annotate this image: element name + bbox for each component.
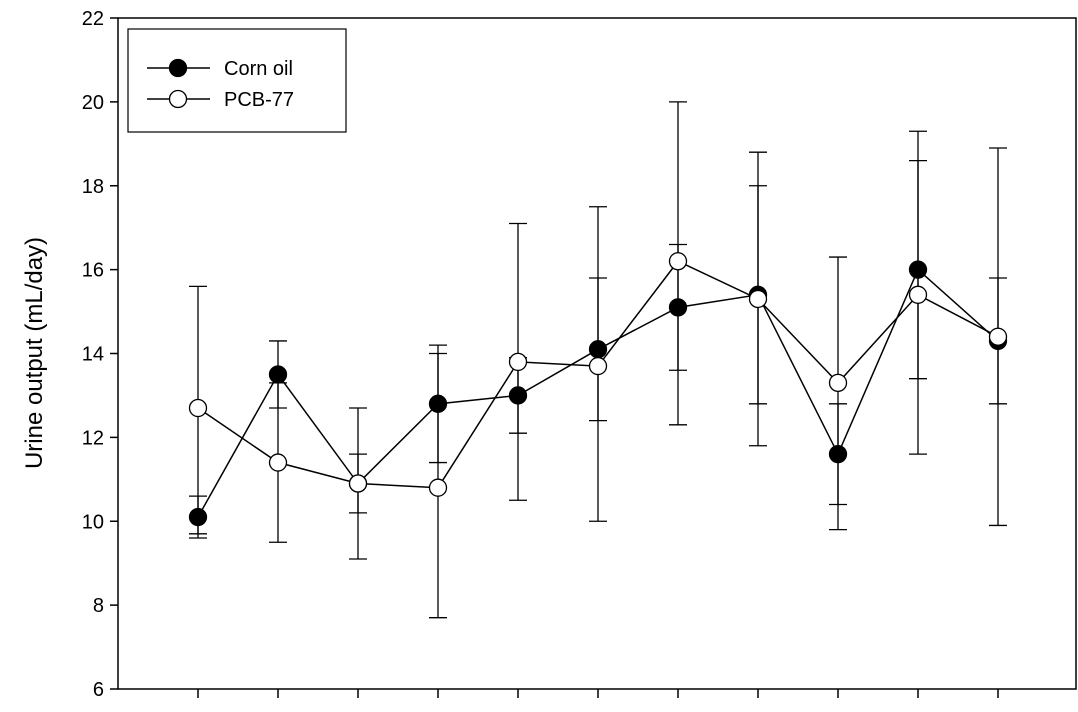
y-tick-label: 12 xyxy=(82,427,104,449)
data-point xyxy=(428,394,448,413)
data-point xyxy=(428,478,448,497)
data-point xyxy=(588,340,608,359)
legend-label: Corn oil xyxy=(224,58,293,80)
data-point xyxy=(908,260,928,279)
series-layer xyxy=(188,101,1008,619)
legend-marker xyxy=(168,58,188,78)
legend-box xyxy=(127,28,347,133)
y-tick-label: 6 xyxy=(93,679,104,701)
data-point xyxy=(508,386,528,405)
y-tick-label: 14 xyxy=(82,344,104,366)
y-tick-label: 18 xyxy=(82,176,104,198)
y-axis-title: Urine output (mL/day) xyxy=(21,237,48,469)
data-point xyxy=(588,356,608,376)
data-point xyxy=(988,327,1008,346)
data-point xyxy=(668,298,688,317)
data-point xyxy=(668,252,688,271)
data-point xyxy=(908,285,928,304)
y-tick-label: 8 xyxy=(93,595,104,617)
y-tick-label: 20 xyxy=(82,92,104,114)
data-point xyxy=(268,365,288,384)
data-point xyxy=(828,444,848,464)
data-point xyxy=(508,352,528,372)
data-point xyxy=(188,507,208,527)
data-point xyxy=(748,289,768,309)
x-axis xyxy=(197,689,999,698)
legend: Corn oil PCB-77 xyxy=(127,28,347,133)
data-point xyxy=(268,453,288,472)
y-tick-label: 10 xyxy=(82,511,104,533)
legend-label: PCB-77 xyxy=(224,89,294,111)
y-axis: 6 8 10 12 14 16 18 20 22 xyxy=(82,8,118,701)
data-point xyxy=(348,474,368,493)
legend-marker xyxy=(168,89,188,109)
data-point xyxy=(828,373,848,393)
y-tick-label: 22 xyxy=(82,8,104,30)
markers-1 xyxy=(188,252,1008,497)
y-tick-label: 16 xyxy=(82,260,104,282)
data-point xyxy=(188,398,208,418)
